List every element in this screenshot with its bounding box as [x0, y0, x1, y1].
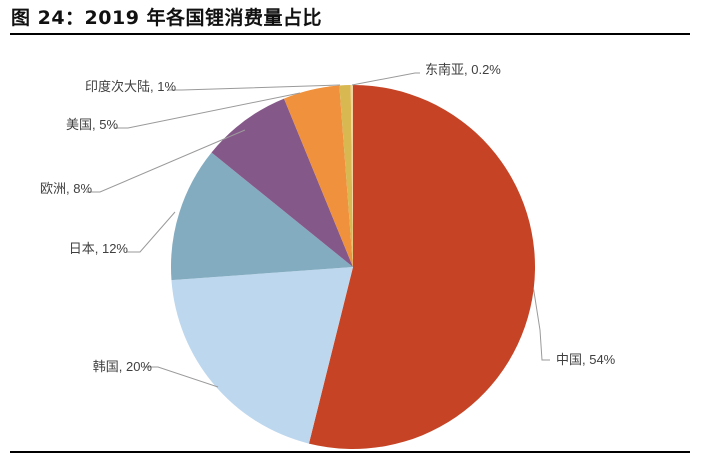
pie-slice-东南亚 — [350, 84, 353, 267]
leader-line — [126, 211, 176, 253]
data-label: 韩国, 20% — [93, 359, 153, 374]
data-label: 日本, 12% — [69, 241, 129, 256]
pie-slice-日本 — [170, 152, 353, 281]
pie-slice-中国 — [308, 85, 536, 449]
pie-slice-韩国 — [171, 267, 353, 444]
data-label: 欧洲, 8% — [40, 181, 92, 196]
data-label: 东南亚, 0.2% — [425, 62, 501, 77]
leader-line — [144, 366, 219, 388]
pie-slice-印度次大陆 — [339, 85, 353, 267]
data-label: 中国, 54% — [556, 352, 616, 367]
data-labels: 中国, 54% 韩国, 20% 日本, 12% 欧洲, 8% 美国, 5% 印度次大陆, … — [40, 62, 616, 374]
leader-line — [351, 72, 420, 86]
pie-slices — [170, 84, 536, 449]
leader-line — [168, 84, 341, 91]
data-label: 美国, 5% — [66, 117, 118, 132]
pie-slice-美国 — [284, 85, 353, 268]
leader-line — [86, 129, 246, 193]
title-divider — [10, 33, 690, 35]
leader-line — [114, 92, 301, 129]
leader-line — [533, 289, 550, 361]
data-label: 印度次大陆, 1% — [85, 79, 176, 94]
leader-lines — [86, 72, 550, 388]
bottom-divider — [10, 451, 690, 453]
pie-slice-欧洲 — [211, 98, 353, 267]
chart-title: 图 24：2019 年各国锂消费量占比 — [11, 7, 323, 29]
